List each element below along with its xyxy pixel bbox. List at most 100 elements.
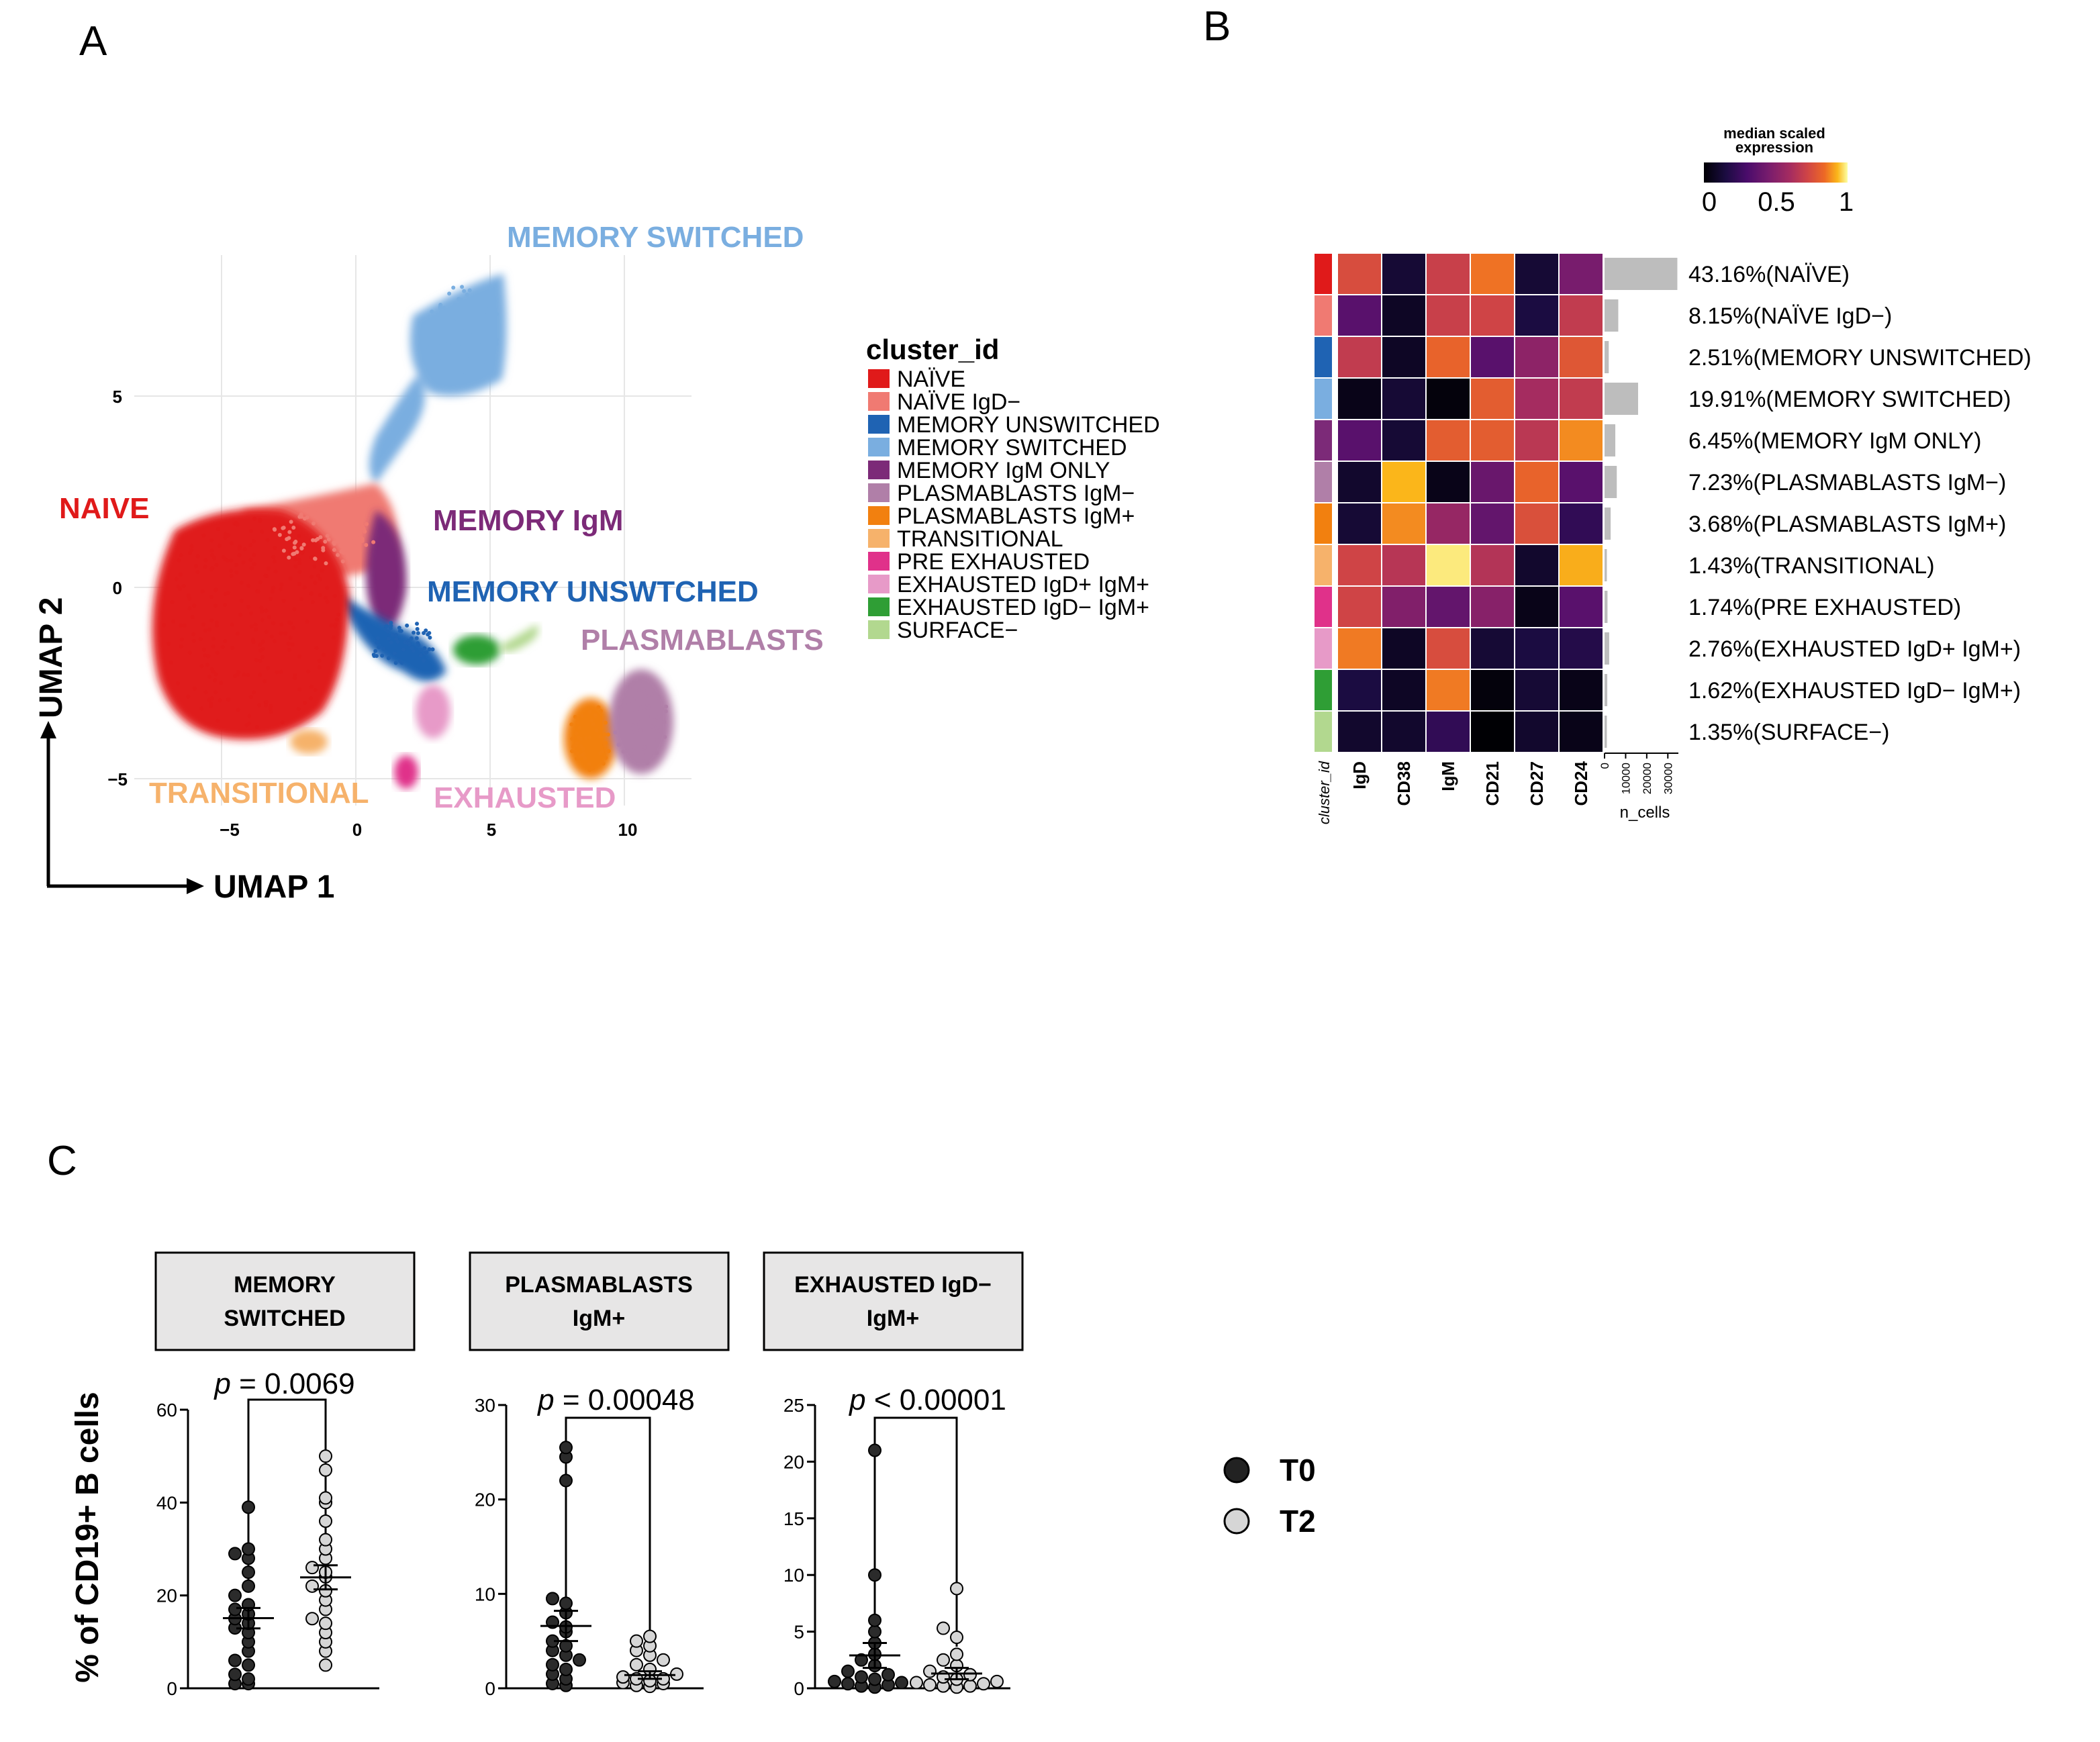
umap-cell-dot bbox=[475, 349, 479, 354]
umap-cell-dot bbox=[280, 720, 285, 724]
umap-cell-dot bbox=[281, 598, 286, 603]
heatmap-cells bbox=[1338, 254, 1603, 752]
umap-cell-dot bbox=[234, 563, 238, 567]
umap-cell-dot bbox=[465, 292, 469, 297]
legend-item-label: MEMORY UNSWITCHED bbox=[897, 412, 1160, 438]
dotplot-point bbox=[950, 1647, 963, 1661]
umap-cell-dot bbox=[263, 703, 268, 708]
umap-cell-dot bbox=[383, 627, 387, 632]
dotplot-y-tick-label: 25 bbox=[783, 1395, 804, 1416]
umap-cell-dot bbox=[166, 641, 171, 646]
umap-cell-dot bbox=[570, 736, 575, 741]
heatmap-row-label: 7.23%(PLASMABLASTS IgM−) bbox=[1688, 470, 2006, 495]
umap-cell-dot bbox=[457, 369, 461, 374]
dotplot-point bbox=[228, 1653, 242, 1667]
umap-cell-dot bbox=[481, 347, 485, 352]
umap-cell-dot bbox=[574, 731, 579, 736]
heatmap-cell bbox=[1338, 670, 1381, 710]
umap-cell-dot bbox=[484, 307, 489, 311]
umap-cell-dot bbox=[641, 750, 646, 755]
umap-cell-dot bbox=[287, 555, 291, 560]
umap-cell-dot bbox=[414, 636, 419, 640]
umap-cell-dot bbox=[287, 641, 291, 646]
dotplot-point bbox=[950, 1582, 963, 1596]
umap-cell-dot bbox=[631, 681, 636, 685]
umap-cell-dot bbox=[329, 623, 334, 628]
umap-cell-dot bbox=[201, 622, 206, 627]
dotplot-point bbox=[630, 1657, 643, 1672]
umap-cell-dot bbox=[242, 547, 247, 552]
cluster-transitional bbox=[290, 730, 328, 754]
umap-cell-dot bbox=[430, 309, 434, 314]
umap-cell-dot bbox=[237, 553, 242, 558]
dotplot-point bbox=[910, 1676, 923, 1690]
cluster-memory-switched bbox=[369, 274, 507, 483]
umap-cell-dot bbox=[258, 673, 262, 677]
umap-cell-dot bbox=[642, 688, 647, 693]
ncells-axis-label: n_cells bbox=[1620, 804, 1670, 822]
umap-cell-dot bbox=[360, 538, 365, 543]
umap-cell-dot bbox=[442, 305, 446, 310]
umap-cell-dot bbox=[571, 744, 575, 749]
umap-cell-dot bbox=[393, 661, 398, 665]
heatmap-row-label: 19.91%(MEMORY SWITCHED) bbox=[1688, 387, 2011, 412]
heatmap-cell bbox=[1515, 545, 1558, 585]
dotplot-point bbox=[657, 1653, 670, 1667]
umap-cell-dot bbox=[258, 659, 262, 663]
cluster-legend-title: cluster_id bbox=[866, 334, 999, 365]
umap-cell-dot bbox=[407, 640, 412, 645]
dotplot-point bbox=[319, 1491, 332, 1505]
heatmap-cell bbox=[1382, 420, 1425, 461]
umap-cell-dot bbox=[463, 370, 467, 375]
umap-cell-dot bbox=[275, 670, 279, 675]
umap-cell-dot bbox=[487, 311, 492, 316]
umap-cell-dot bbox=[263, 573, 268, 578]
heatmap-cell bbox=[1338, 379, 1381, 419]
umap-cell-dot bbox=[209, 548, 214, 553]
umap-cell-dot bbox=[458, 324, 463, 328]
umap-cell-dot bbox=[655, 738, 659, 742]
umap-cell-dot bbox=[377, 645, 381, 650]
umap-cell-dot bbox=[203, 558, 208, 563]
umap-cell-dot bbox=[212, 556, 217, 561]
umap-cell-dot bbox=[178, 572, 183, 577]
umap-cell-dot bbox=[574, 756, 579, 761]
umap-cell-dot bbox=[270, 589, 275, 594]
dotplot-point bbox=[242, 1579, 255, 1593]
umap-cell-dot bbox=[195, 554, 200, 559]
legend-item-label: PLASMABLASTS IgM+ bbox=[897, 503, 1135, 529]
cluster-naive bbox=[152, 509, 349, 740]
heatmap-cell bbox=[1471, 503, 1514, 544]
umap-cell-dot bbox=[336, 612, 341, 617]
colorbar-tick: 0.5 bbox=[1758, 187, 1795, 217]
umap-cell-dot bbox=[632, 697, 636, 701]
umap-cell-dot bbox=[477, 297, 481, 301]
heatmap-column-label: CD24 bbox=[1571, 761, 1591, 806]
ncells-bar bbox=[1605, 466, 1617, 498]
dotplot-0: MEMORY SWITCHED 0 20 40 60 p = 0.0069 bbox=[154, 1251, 416, 1699]
dotplot-title-box bbox=[469, 1251, 730, 1351]
umap-cell-dot bbox=[299, 546, 304, 551]
umap-cell-dot bbox=[338, 543, 343, 548]
umap-cell-dot bbox=[373, 648, 378, 653]
umap-cell-dot bbox=[649, 732, 654, 736]
heatmap-cell bbox=[1338, 337, 1381, 377]
heatmap-cell bbox=[1471, 379, 1514, 419]
umap-cell-dot bbox=[601, 761, 606, 766]
umap-cell-dot bbox=[297, 654, 302, 659]
umap-cell-dot bbox=[634, 720, 638, 724]
umap-cell-dot bbox=[337, 520, 342, 525]
umap-cell-dot bbox=[479, 358, 483, 363]
dotplot-point bbox=[228, 1667, 242, 1682]
umap-cell-dot bbox=[340, 533, 345, 538]
heatmap-cell bbox=[1560, 545, 1603, 585]
umap-cell-dot bbox=[297, 581, 302, 586]
umap-cell-dot bbox=[587, 709, 592, 714]
umap-cell-dot bbox=[236, 632, 240, 636]
umap-cell-dot bbox=[287, 536, 291, 540]
umap-cell-dot bbox=[338, 512, 342, 516]
umap-cell-dot bbox=[637, 688, 642, 693]
umap-cell-dot bbox=[410, 646, 414, 650]
umap-cell-dot bbox=[199, 664, 204, 669]
